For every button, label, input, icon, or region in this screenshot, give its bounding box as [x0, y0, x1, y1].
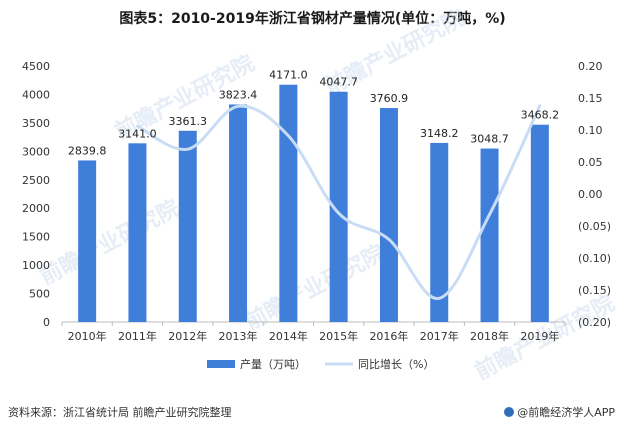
bar-data-label: 3823.4 — [219, 88, 258, 101]
y-right-tick-label: (0.05) — [578, 220, 611, 233]
bar-data-label: 3760.9 — [370, 92, 409, 105]
data-labels: 2839.8 3141.0 3361.3 3823.4 4171.0 4047.7 3760… — [68, 69, 559, 158]
x-tick-label: 2016年 — [369, 329, 408, 343]
x-tick-label: 2019年 — [520, 329, 559, 343]
y-left-tick-label: 500 — [29, 288, 50, 301]
bar-series — [78, 84, 549, 323]
y-left-tick-label: 3000 — [22, 145, 50, 158]
brand-logo-icon — [504, 407, 515, 417]
y-left-tick-label: 1500 — [22, 231, 50, 244]
y-left-tick-label: 4500 — [22, 60, 50, 73]
bar-data-label: 3141.0 — [118, 127, 157, 140]
x-tick-label: 2012年 — [168, 329, 207, 343]
x-tick-label: 2015年 — [319, 329, 358, 343]
legend-bar-label: 产量（万吨） — [240, 357, 306, 371]
growth-line — [135, 104, 542, 300]
bar-data-label: 3048.7 — [470, 133, 509, 146]
y-right-tick-label: (0.15) — [578, 284, 611, 297]
y-right-tick-label: 0.20 — [578, 60, 603, 73]
x-tick-label: 2014年 — [269, 329, 308, 343]
bar-data-label: 3468.2 — [521, 109, 560, 122]
y-right-tick-label: 0.05 — [578, 156, 603, 169]
y-left-tick-label: 3500 — [22, 117, 50, 130]
line-series — [135, 104, 542, 300]
bar-data-label: 3148.2 — [420, 127, 459, 140]
x-tick-label: 2017年 — [420, 329, 459, 343]
y-left-tick-label: 4000 — [22, 88, 50, 101]
x-tick-label: 2010年 — [68, 329, 107, 343]
bar — [430, 142, 449, 322]
bar-data-label: 3361.3 — [169, 115, 208, 128]
y-right-tick-label: (0.20) — [578, 316, 611, 329]
source-note: 资料来源：浙江省统计局 前瞻产业研究院整理 — [8, 406, 232, 419]
x-tick-label: 2011年 — [118, 329, 157, 343]
bar — [128, 143, 147, 322]
bar — [480, 148, 499, 322]
bar — [530, 124, 549, 322]
bar — [379, 108, 398, 323]
brand-text: @前瞻经济学人APP — [517, 406, 615, 419]
bar — [329, 91, 348, 323]
bar — [178, 130, 197, 322]
bar-data-label: 4047.7 — [319, 76, 358, 89]
legend-bar-swatch — [207, 360, 235, 368]
bar — [279, 84, 298, 322]
bar — [229, 104, 248, 322]
bar-data-label: 4171.0 — [269, 69, 308, 82]
y-right-tick-label: 0.10 — [578, 124, 603, 137]
y-left-tick-label: 0 — [43, 316, 50, 329]
watermark-text: 前瞻产业研究院 — [36, 195, 184, 290]
y-left-tick-label: 1000 — [22, 259, 50, 272]
y-right-tick-label: 0.00 — [578, 188, 603, 201]
brand-note: @前瞻经济学人APP — [504, 404, 615, 420]
chart-title: 图表5：2010-2019年浙江省钢材产量情况(单位：万吨，%) — [119, 11, 506, 27]
x-tick-label: 2013年 — [219, 329, 258, 343]
x-tick-label: 2018年 — [470, 329, 509, 343]
y-right-tick-label: (0.10) — [578, 252, 611, 265]
legend-line-label: 同比增长（%） — [358, 357, 434, 371]
y-left-tick-label: 2000 — [22, 202, 50, 215]
watermark-text: 前瞻产业研究院 — [241, 240, 389, 335]
y-right-tick-label: 0.15 — [578, 92, 603, 105]
bar-data-label: 2839.8 — [68, 144, 107, 157]
y-left-tick-label: 2500 — [22, 174, 50, 187]
legend: 产量（万吨） 同比增长（%） — [207, 357, 434, 371]
bar — [78, 160, 97, 322]
